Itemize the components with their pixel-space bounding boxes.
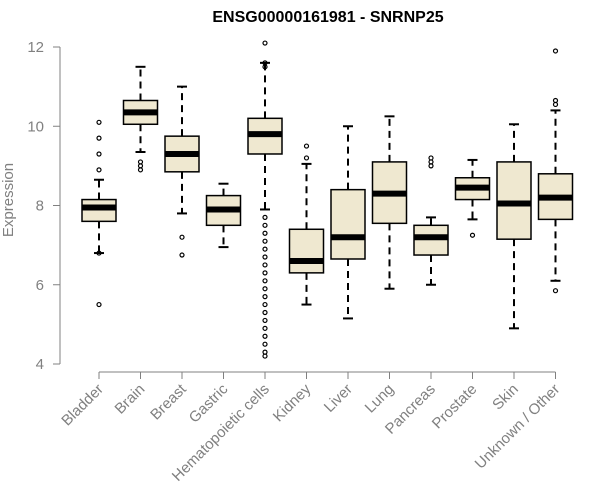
x-tick-label: Bladder (58, 381, 107, 430)
axes: 4 6 8 10 12 (27, 39, 556, 379)
outlier-point (262, 301, 268, 308)
outlier-point (96, 250, 102, 256)
outlier-point (262, 353, 268, 359)
x-tick-label: Kidney (270, 380, 315, 425)
outlier-point (262, 222, 268, 228)
box (288, 228, 325, 274)
box-group (454, 158, 491, 238)
y-tick-label: 10 (27, 118, 44, 135)
outlier-point (179, 252, 185, 258)
box (330, 188, 366, 260)
y-tick-label: 4 (36, 356, 44, 373)
x-tick-label: Skin (489, 381, 522, 414)
y-tick-label: 12 (27, 39, 44, 56)
outlier-point (303, 143, 310, 149)
y-tick-label: 6 (36, 277, 44, 294)
box-group (330, 125, 366, 320)
outlier-point (552, 97, 559, 104)
outlier-point (262, 294, 268, 300)
box-group (247, 40, 283, 359)
outlier-point (262, 230, 268, 236)
box-group (371, 115, 408, 290)
box-group (205, 182, 242, 249)
outlier-point (262, 278, 268, 284)
outlier-point (96, 119, 102, 125)
x-tick-label: Prostate (429, 381, 481, 433)
outlier-point (262, 262, 268, 268)
x-tick-label: Lung (362, 381, 398, 417)
outlier-point (262, 254, 268, 260)
box-group (288, 143, 325, 306)
outlier-point (552, 288, 559, 294)
outlier-point (469, 232, 476, 238)
outlier-point (262, 40, 268, 46)
outlier-point (262, 309, 268, 316)
x-tick-label: Brain (112, 381, 149, 418)
outlier-point (262, 214, 268, 220)
outlier-point (179, 234, 185, 240)
outlier-point (262, 60, 268, 66)
outlier-point (303, 155, 310, 161)
x-tick-label: Breast (147, 380, 190, 423)
chart-title: ENSG00000161981 - SNRNP25 (212, 9, 443, 26)
outlier-point (96, 167, 102, 173)
box-group (537, 48, 574, 294)
outlier-point (262, 325, 268, 331)
x-tick-label: Liver (321, 381, 356, 416)
box-group (413, 155, 449, 286)
outlier-point (96, 135, 102, 141)
outlier-point (262, 341, 268, 347)
outlier-point (262, 286, 268, 292)
box-group (164, 85, 200, 258)
outlier-point (262, 246, 268, 252)
outlier-point (262, 238, 268, 244)
outlier-point (552, 48, 559, 54)
box-group (122, 65, 159, 173)
outlier-point (262, 270, 268, 276)
outlier-point (428, 155, 434, 161)
outlier-point (96, 151, 102, 157)
outlier-point (262, 317, 268, 324)
y-axis-label: Expression (0, 163, 17, 237)
box-group (496, 123, 532, 330)
box-group (81, 119, 117, 308)
outlier-point (137, 159, 144, 165)
outlier-point (96, 301, 102, 308)
outlier-point (262, 333, 268, 339)
y-tick-label: 8 (36, 198, 44, 215)
boxes (81, 40, 574, 359)
